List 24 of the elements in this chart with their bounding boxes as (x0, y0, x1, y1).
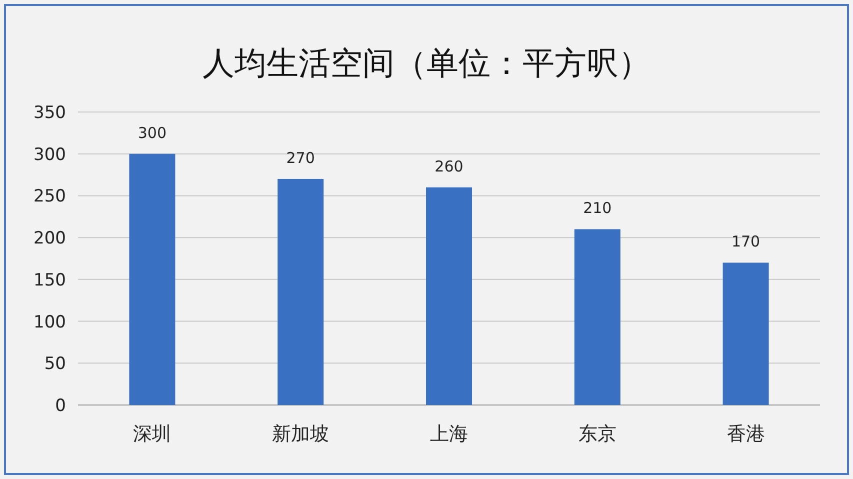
x-tick-label: 深圳 (133, 423, 172, 445)
y-tick-label: 350 (34, 103, 66, 123)
bar (722, 262, 769, 405)
x-tick-label: 新加坡 (272, 423, 330, 445)
y-tick-label: 250 (34, 186, 66, 207)
x-tick-label: 上海 (430, 423, 468, 445)
y-tick-label: 200 (34, 228, 66, 249)
data-label: 270 (286, 148, 315, 167)
y-tick-label: 100 (34, 312, 66, 332)
bar (278, 178, 324, 405)
y-tick-label: 50 (44, 354, 66, 374)
data-label: 300 (138, 124, 167, 142)
data-label: 170 (731, 232, 760, 251)
data-label: 260 (434, 157, 464, 176)
bar (574, 229, 620, 405)
bar (426, 187, 472, 405)
x-tick-label: 东京 (578, 423, 616, 445)
data-label: 210 (583, 199, 612, 218)
y-tick-label: 0 (55, 396, 66, 416)
y-tick-label: 150 (34, 270, 66, 290)
chart-title: 人均生活空间（单位：平方呎） (202, 44, 650, 82)
y-tick-label: 300 (34, 144, 66, 165)
x-tick-label: 香港 (726, 423, 765, 445)
bar (129, 154, 176, 405)
